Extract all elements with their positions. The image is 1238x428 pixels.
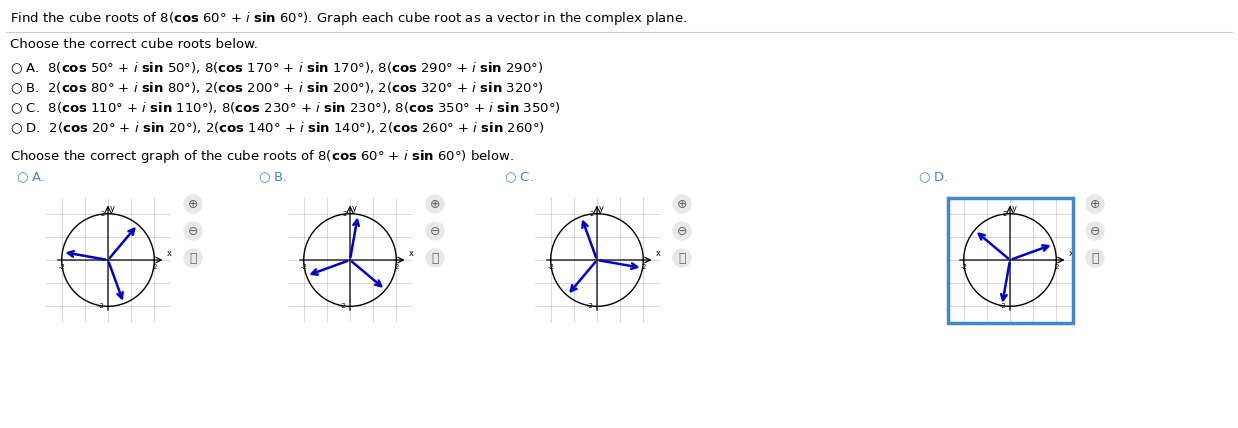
Circle shape <box>673 222 691 240</box>
Text: y: y <box>109 204 114 213</box>
Text: ⊕: ⊕ <box>430 197 441 211</box>
Text: $\bigcirc$ C.: $\bigcirc$ C. <box>504 170 534 184</box>
Text: x: x <box>167 249 172 258</box>
Text: $\bigcirc$ D.  2($\mathbf{cos}$ 20° + $i$ $\mathbf{sin}$ 20°), 2($\mathbf{cos}$ : $\bigcirc$ D. 2($\mathbf{cos}$ 20° + $i$… <box>10 120 545 136</box>
Text: 2: 2 <box>394 264 399 270</box>
Circle shape <box>184 195 202 213</box>
Text: ⊖: ⊖ <box>188 225 198 238</box>
Text: 2: 2 <box>343 211 347 217</box>
Text: ⊕: ⊕ <box>677 197 687 211</box>
Text: x: x <box>409 249 413 258</box>
Text: -2: -2 <box>98 303 105 309</box>
Text: -2: -2 <box>547 264 555 270</box>
Text: -2: -2 <box>340 303 347 309</box>
Text: -2: -2 <box>58 264 66 270</box>
Text: $\bigcirc$ C.  8($\mathbf{cos}$ 110° + $i$ $\mathbf{sin}$ 110°), 8($\mathbf{cos}: $\bigcirc$ C. 8($\mathbf{cos}$ 110° + $i… <box>10 100 561 116</box>
Text: Choose the correct graph of the cube roots of 8($\mathbf{cos}$ 60° + $i$ $\mathb: Choose the correct graph of the cube roo… <box>10 148 514 165</box>
Text: -2: -2 <box>301 264 307 270</box>
Circle shape <box>1086 249 1104 267</box>
Text: -2: -2 <box>1000 303 1006 309</box>
Text: ⊖: ⊖ <box>1089 225 1101 238</box>
Text: 2: 2 <box>1003 211 1006 217</box>
Text: ⊕: ⊕ <box>1089 197 1101 211</box>
Text: ⊖: ⊖ <box>430 225 441 238</box>
Text: ⊖: ⊖ <box>677 225 687 238</box>
Text: $\bigcirc$ B.  2($\mathbf{cos}$ 80° + $i$ $\mathbf{sin}$ 80°), 2($\mathbf{cos}$ : $\bigcirc$ B. 2($\mathbf{cos}$ 80° + $i$… <box>10 80 543 95</box>
Text: ⊕: ⊕ <box>188 197 198 211</box>
Text: y: y <box>598 204 603 213</box>
Text: $\bigcirc$ A.: $\bigcirc$ A. <box>16 170 46 184</box>
Text: x: x <box>1068 249 1073 258</box>
Text: -2: -2 <box>961 264 967 270</box>
Circle shape <box>426 222 444 240</box>
Text: ⧉: ⧉ <box>189 252 197 265</box>
Text: 2: 2 <box>100 211 105 217</box>
Text: 2: 2 <box>152 264 156 270</box>
Text: x: x <box>656 249 661 258</box>
Text: $\bigcirc$ D.: $\bigcirc$ D. <box>919 170 948 184</box>
Text: ⧉: ⧉ <box>431 252 438 265</box>
Text: ⧉: ⧉ <box>678 252 686 265</box>
Circle shape <box>1086 195 1104 213</box>
Circle shape <box>184 249 202 267</box>
Text: Find the cube roots of 8($\mathbf{cos}$ 60° + $i$ $\mathbf{sin}$ 60°). Graph eac: Find the cube roots of 8($\mathbf{cos}$ … <box>10 10 687 27</box>
Circle shape <box>673 249 691 267</box>
Text: $\bigcirc$ A.  8($\mathbf{cos}$ 50° + $i$ $\mathbf{sin}$ 50°), 8($\mathbf{cos}$ : $\bigcirc$ A. 8($\mathbf{cos}$ 50° + $i$… <box>10 60 543 76</box>
Circle shape <box>426 249 444 267</box>
Circle shape <box>1086 222 1104 240</box>
Circle shape <box>426 195 444 213</box>
Text: -2: -2 <box>587 303 594 309</box>
Text: 2: 2 <box>641 264 645 270</box>
Circle shape <box>184 222 202 240</box>
Text: y: y <box>352 204 357 213</box>
Text: y: y <box>1011 204 1016 213</box>
Circle shape <box>673 195 691 213</box>
Text: Choose the correct cube roots below.: Choose the correct cube roots below. <box>10 38 258 51</box>
Text: ⧉: ⧉ <box>1091 252 1099 265</box>
Text: 2: 2 <box>1054 264 1058 270</box>
Text: $\bigcirc$ B.: $\bigcirc$ B. <box>258 170 287 184</box>
Text: 2: 2 <box>589 211 594 217</box>
